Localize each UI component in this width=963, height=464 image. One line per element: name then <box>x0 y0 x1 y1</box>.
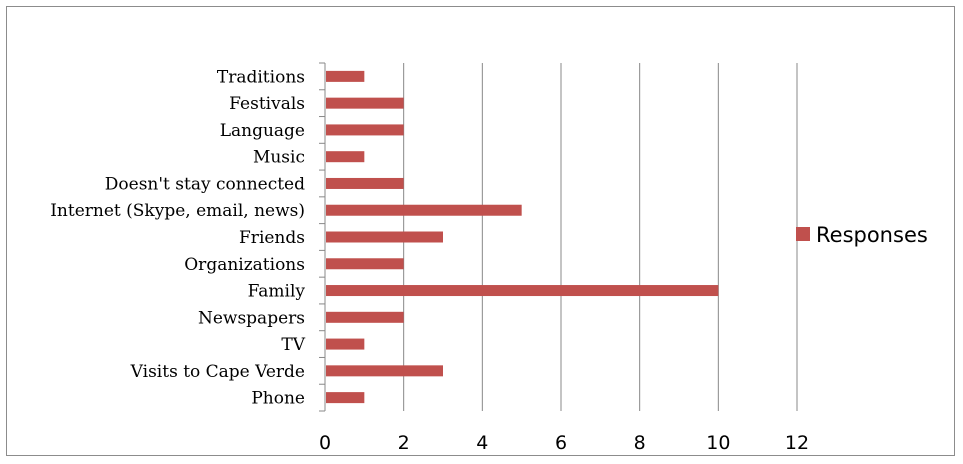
bar <box>326 70 365 82</box>
x-tick-labels: 0 2 4 6 8 10 12 <box>319 432 809 454</box>
x-tick-label: 8 <box>634 432 646 454</box>
category-label: Language <box>220 121 305 141</box>
bar <box>326 177 404 189</box>
x-tick-label: 4 <box>476 432 488 454</box>
bar <box>326 231 443 243</box>
gridlines <box>319 62 798 412</box>
category-label: Friends <box>239 228 305 248</box>
category-label: Music <box>253 148 305 168</box>
bar <box>326 151 365 163</box>
category-label: Newspapers <box>198 308 305 328</box>
category-label: Phone <box>251 389 305 409</box>
x-tick-label: 2 <box>398 432 410 454</box>
legend-label-responses: Responses <box>816 223 928 247</box>
bar <box>326 311 404 323</box>
x-tick-label: 6 <box>555 432 567 454</box>
legend-swatch-responses <box>796 227 810 241</box>
x-tick-label: 12 <box>785 432 809 454</box>
category-label: Visits to Cape Verde <box>130 362 305 382</box>
x-tick-label: 0 <box>319 432 331 454</box>
bar <box>326 338 365 350</box>
category-label: Organizations <box>184 255 305 275</box>
x-tick-label: 10 <box>706 432 730 454</box>
category-label: Traditions <box>217 67 305 87</box>
bar <box>326 365 443 377</box>
bar <box>326 258 404 270</box>
category-label: Doesn't stay connected <box>105 174 305 194</box>
bar <box>326 97 404 109</box>
category-label: Festivals <box>229 94 305 114</box>
bars <box>326 70 719 404</box>
category-labels: Traditions Festivals Language Music Doesn't … <box>50 67 305 408</box>
bar <box>326 392 365 404</box>
bar <box>326 204 522 216</box>
bar <box>326 124 404 136</box>
legend: Responses <box>796 223 928 247</box>
category-label: TV <box>281 335 305 355</box>
category-label: Internet (Skype, email, news) <box>50 201 305 221</box>
bar <box>326 285 719 297</box>
category-label: Family <box>248 282 306 302</box>
